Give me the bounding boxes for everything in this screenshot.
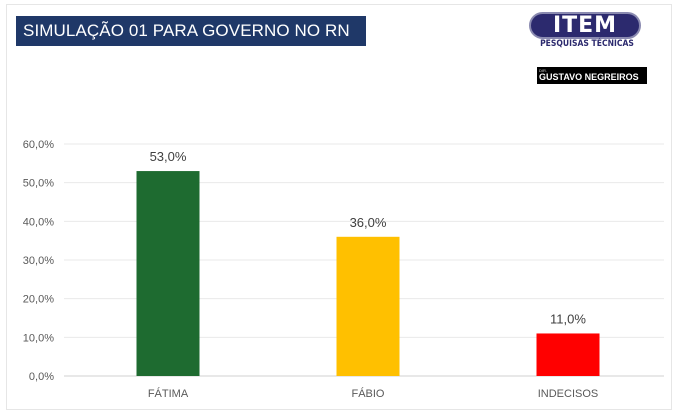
bar-fábio (336, 236, 400, 376)
chart-title: SIMULAÇÃO 01 PARA GOVERNO NO RN (16, 16, 366, 46)
y-tick-label: 20,0% (23, 294, 54, 306)
director-badge-prefix: DIR. (539, 68, 547, 73)
y-tick-label: 30,0% (23, 255, 54, 267)
logo-wordmark: ITEM (529, 12, 641, 39)
data-labels: 53,0% 36,0% 11,0% (150, 149, 587, 326)
logo-subtitle: PESQUISAS TÉCNICAS (540, 39, 634, 49)
y-tick-label: 60,0% (23, 139, 54, 151)
director-badge: DIR. GUSTAVO NEGREIROS (537, 67, 647, 84)
y-axis-ticks: 0,0% 10,0% 20,0% 30,0% 40,0% 50,0% 60,0% (23, 139, 54, 383)
bars (136, 171, 600, 376)
bar-fátima (136, 171, 200, 376)
bar-indecisos (536, 333, 600, 376)
y-tick-label: 0,0% (29, 371, 54, 383)
item-logo: ITEM PESQUISAS TÉCNICAS (529, 12, 649, 56)
director-badge-name: GUSTAVO NEGREIROS (539, 72, 639, 82)
data-label: 53,0% (150, 149, 187, 164)
y-tick-label: 50,0% (23, 178, 54, 190)
category-labels: FÁTIMA FÁBIO INDECISOS (148, 387, 598, 400)
y-tick-label: 10,0% (23, 332, 54, 344)
y-tick-label: 40,0% (23, 216, 54, 228)
category-label: FÁTIMA (148, 387, 189, 400)
data-label: 36,0% (350, 215, 387, 230)
category-label: FÁBIO (351, 387, 384, 400)
category-label: INDECISOS (538, 388, 599, 400)
data-label: 11,0% (550, 311, 586, 326)
